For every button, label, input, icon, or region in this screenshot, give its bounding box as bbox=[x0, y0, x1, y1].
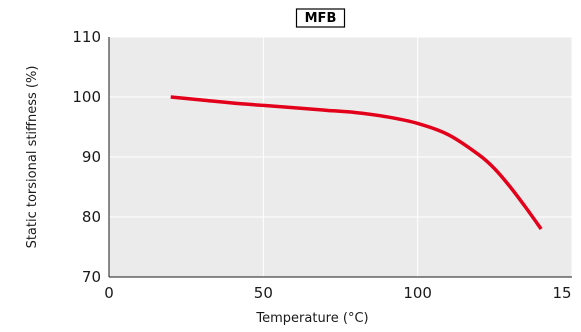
y-axis-label: Static torsional stiffness (%) bbox=[25, 66, 40, 249]
series-line bbox=[170, 95, 543, 231]
x-tick-label: 100 bbox=[403, 284, 432, 302]
y-tick-label: 70 bbox=[82, 268, 101, 286]
y-gridlines bbox=[109, 36, 572, 218]
y-tick-label: 90 bbox=[82, 148, 101, 166]
y-tick-label: 100 bbox=[72, 88, 101, 106]
x-axis-label: Temperature (°C) bbox=[255, 311, 368, 326]
y-tick-label: 110 bbox=[72, 28, 101, 46]
y-tick-labels: 70 80 90 100 110 bbox=[72, 28, 101, 286]
y-tick-label: 80 bbox=[82, 208, 101, 226]
chart-title-box: MFB bbox=[295, 8, 346, 28]
x-tick-label: 0 bbox=[104, 284, 114, 302]
chart-title: MFB bbox=[305, 11, 337, 26]
x-tick-label: 50 bbox=[254, 284, 273, 302]
x-tick-label: 15 bbox=[552, 284, 571, 302]
x-tick-labels: 0 50 100 15 bbox=[104, 284, 571, 302]
